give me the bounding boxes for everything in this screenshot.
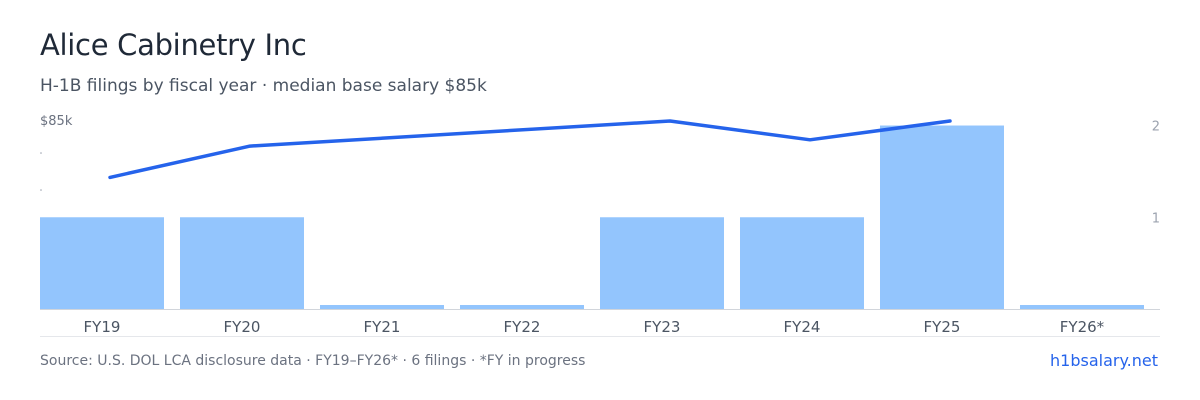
source-note: Source: U.S. DOL LCA disclosure data · F… xyxy=(40,353,586,369)
bar-fy20 xyxy=(180,217,304,309)
right-axis-tick-label: 1 xyxy=(1152,211,1160,226)
bar-fy19 xyxy=(40,217,164,309)
bar-fy21 xyxy=(320,305,444,309)
x-tick-label: FY23 xyxy=(644,318,681,336)
bar-fy26 xyxy=(1020,305,1144,309)
left-axis-tick-label: $85k xyxy=(40,114,73,129)
x-tick-label: FY24 xyxy=(784,318,821,336)
x-tick-label: FY25 xyxy=(924,318,961,336)
chart-subtitle: H-1B filings by fiscal year · median bas… xyxy=(40,76,487,96)
bar-fy24 xyxy=(740,217,864,309)
chart-title: Alice Cabinetry Inc xyxy=(40,28,307,62)
left-axis-tick-mark xyxy=(40,189,42,191)
right-axis-tick-label: 2 xyxy=(1152,120,1160,135)
bar-fy23 xyxy=(600,217,724,309)
x-tick-label: FY26* xyxy=(1060,318,1105,336)
bar-fy22 xyxy=(460,305,584,309)
x-tick-label: FY22 xyxy=(504,318,541,336)
brand-link[interactable]: h1bsalary.net xyxy=(1050,351,1158,370)
x-tick-label: FY21 xyxy=(364,318,401,336)
x-tick-label: FY20 xyxy=(224,318,261,336)
salary-line xyxy=(108,119,952,180)
x-tick-label: FY19 xyxy=(84,318,121,336)
left-axis-tick-mark xyxy=(40,152,42,154)
bar-fy25 xyxy=(880,125,1004,310)
